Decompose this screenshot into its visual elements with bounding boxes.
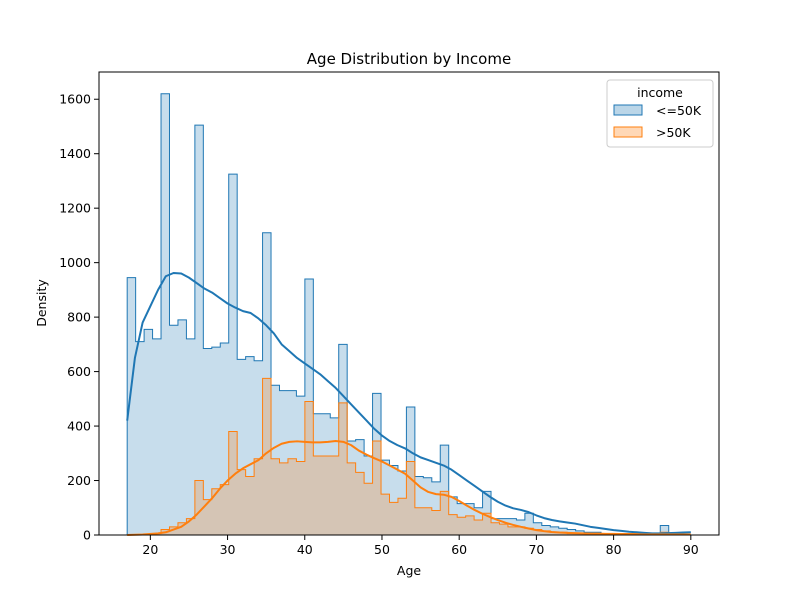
y-axis-ticks: 0 200 400 600 800 1000 1200 1400 1600	[59, 92, 99, 543]
x-tick-label: 60	[451, 542, 467, 557]
y-tick-label: 200	[67, 473, 91, 488]
legend-label-gt50k: >50K	[656, 125, 691, 140]
x-tick-label: 70	[528, 542, 544, 557]
y-tick-label: 1600	[59, 92, 91, 107]
legend-swatch-le50k	[613, 104, 643, 116]
y-tick-label: 600	[67, 364, 91, 379]
legend-box	[606, 79, 714, 148]
x-tick-label: 50	[374, 542, 390, 557]
legend-title: income	[637, 85, 683, 100]
x-tick-label: 80	[606, 542, 622, 557]
x-tick-label: 30	[220, 542, 236, 557]
y-tick-label: 400	[67, 419, 91, 434]
legend-label-le50k: <=50K	[656, 103, 702, 118]
y-tick-label: 1200	[59, 201, 91, 216]
y-tick-label: 1400	[59, 146, 91, 161]
legend-swatch-gt50k	[613, 126, 643, 138]
y-axis-label: Density	[34, 279, 49, 327]
y-tick-label: 0	[83, 528, 91, 543]
legend: income <=50K >50K	[606, 79, 714, 148]
y-tick-label: 800	[67, 310, 91, 325]
x-tick-label: 40	[297, 542, 313, 557]
x-tick-label: 90	[683, 542, 699, 557]
x-axis-ticks: 20 30 40 50 60 70 80 90	[142, 535, 699, 557]
x-tick-label: 20	[142, 542, 158, 557]
y-tick-label: 1000	[59, 255, 91, 270]
axes-frame	[98, 71, 720, 536]
kde-curves	[126, 271, 691, 536]
chart-title: Age Distribution by Income	[307, 50, 511, 68]
kde-line-1	[127, 440, 691, 536]
x-axis-label: Age	[397, 563, 421, 578]
kde-line-0	[126, 271, 691, 535]
